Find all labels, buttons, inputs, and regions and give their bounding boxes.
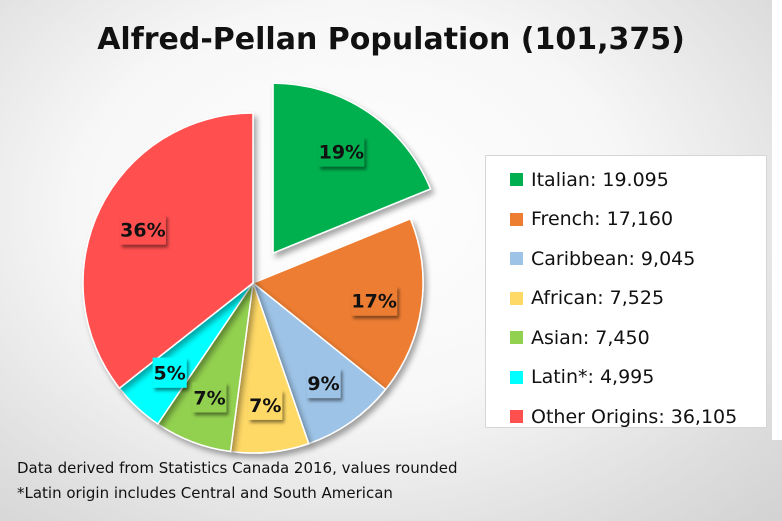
legend-swatch bbox=[510, 291, 523, 305]
pie-data-labels: 19% 17% 9% 7% 7% 5% 36% bbox=[119, 136, 398, 420]
legend-swatch bbox=[510, 252, 523, 266]
footnote-latin: *Latin origin includes Central and South… bbox=[17, 484, 393, 502]
pie-data-label-2: 9% bbox=[306, 368, 341, 399]
legend-label: Italian: 19.095 bbox=[531, 168, 669, 191]
pie-slice-6 bbox=[82, 112, 254, 390]
svg-text:9%: 9% bbox=[307, 373, 339, 395]
frame-edge bbox=[772, 0, 782, 440]
footnote-source: Data derived from Statistics Canada 2016… bbox=[17, 459, 458, 477]
pie-slice-2 bbox=[251, 280, 387, 445]
svg-text:36%: 36% bbox=[120, 220, 165, 242]
svg-text:7%: 7% bbox=[249, 395, 281, 417]
legend-swatch bbox=[510, 173, 523, 187]
pie-data-label-4: 7% bbox=[192, 382, 227, 413]
legend-swatch bbox=[510, 212, 523, 226]
pie-data-label-1: 17% bbox=[351, 285, 398, 316]
pie-data-label-3: 7% bbox=[248, 389, 283, 420]
pie-data-label-6: 36% bbox=[119, 214, 166, 245]
svg-text:5%: 5% bbox=[154, 363, 186, 385]
legend-item-3: African: 7,525 bbox=[510, 279, 766, 319]
legend-item-2: Caribbean: 9,045 bbox=[510, 239, 766, 279]
pie-slice-0 bbox=[272, 82, 432, 255]
svg-text:19%: 19% bbox=[319, 142, 364, 164]
chart-title: Alfred-Pellan Population (101,375) bbox=[97, 22, 685, 57]
legend-item-5: Latin*: 4,995 bbox=[510, 358, 766, 398]
pie-data-label-0: 19% bbox=[318, 136, 365, 167]
legend-label: French: 17,160 bbox=[531, 208, 674, 231]
legend-item-4: Asian: 7,450 bbox=[510, 318, 766, 358]
legend-swatch bbox=[510, 331, 523, 345]
legend-swatch bbox=[510, 370, 523, 384]
pie-data-label-5: 5% bbox=[152, 357, 187, 388]
legend-label: Other Origins: 36,105 bbox=[531, 405, 738, 428]
svg-text:7%: 7% bbox=[193, 387, 225, 409]
legend-label: African: 7,525 bbox=[531, 287, 665, 310]
legend-item-6: Other Origins: 36,105 bbox=[510, 397, 766, 437]
legend-label: Asian: 7,450 bbox=[531, 326, 650, 349]
svg-text:17%: 17% bbox=[351, 291, 396, 313]
legend-label: Latin*: 4,995 bbox=[531, 366, 655, 389]
pie-slice-1 bbox=[251, 217, 424, 391]
legend-item-0: Italian: 19.095 bbox=[510, 160, 766, 200]
legend-label: Caribbean: 9,045 bbox=[531, 247, 696, 270]
legend: Italian: 19.095 French: 17,160 Caribbean: … bbox=[485, 155, 767, 428]
legend-item-1: French: 17,160 bbox=[510, 200, 766, 240]
legend-swatch bbox=[510, 410, 523, 424]
